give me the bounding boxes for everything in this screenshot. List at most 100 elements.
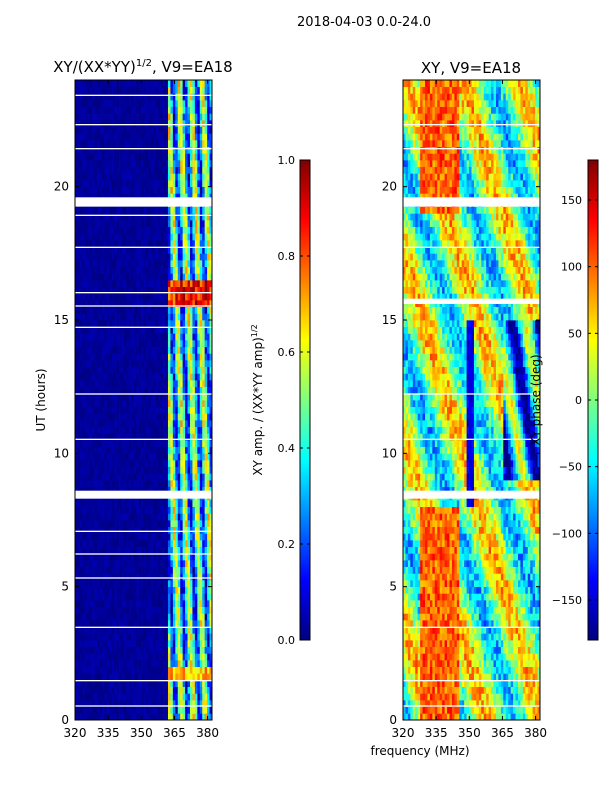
heatmap-cell [141, 373, 144, 381]
heatmap-cell [131, 693, 135, 701]
heatmap-cell [136, 233, 139, 241]
heatmap-cell [192, 180, 196, 188]
heatmap-cell [77, 126, 81, 134]
heatmap-cell [160, 206, 164, 214]
heatmap-cell [199, 533, 203, 541]
heatmap-cell [99, 540, 103, 548]
heatmap-cell [79, 660, 83, 668]
heatmap-cell [165, 160, 169, 168]
heatmap-cell [167, 193, 171, 201]
heatmap-cell [207, 213, 210, 221]
heatmap-cell [101, 340, 105, 348]
heatmap-cell [153, 460, 157, 468]
heatmap-cell [121, 580, 125, 588]
heatmap-cell [175, 286, 179, 294]
heatmap-cell [84, 360, 88, 368]
heatmap-cell [199, 473, 203, 481]
heatmap-cell [119, 633, 122, 641]
heatmap-cell [99, 466, 103, 474]
heatmap-cell [182, 260, 186, 268]
heatmap-cell [167, 233, 171, 241]
heatmap-cell [128, 293, 132, 301]
heatmap-cell [136, 346, 139, 354]
heatmap-cell [207, 126, 210, 134]
heatmap-cell [104, 280, 108, 288]
heatmap-cell [167, 133, 171, 141]
heatmap-cell [77, 406, 81, 414]
heatmap-cell [92, 153, 95, 161]
heatmap-cell [187, 153, 191, 161]
heatmap-cell [185, 540, 188, 548]
heatmap-cell [106, 193, 110, 201]
heatmap-cell [158, 386, 161, 394]
heatmap-cell [116, 166, 120, 174]
heatmap-cell [106, 573, 110, 581]
heatmap-cell [143, 126, 147, 134]
heatmap-cell [175, 213, 179, 221]
heatmap-cell [170, 573, 174, 581]
heatmap-cell [94, 693, 98, 701]
heatmap-cell [182, 420, 186, 428]
heatmap-cell [202, 286, 206, 294]
heatmap-cell [101, 600, 105, 608]
heatmap-cell [126, 313, 130, 321]
heatmap-cell [202, 226, 206, 234]
heatmap-cell [128, 300, 132, 308]
heatmap-cell [136, 666, 139, 674]
heatmap-cell [187, 240, 191, 248]
heatmap-cell [141, 526, 144, 534]
heatmap-cell [82, 220, 86, 228]
heatmap-cell [133, 353, 137, 361]
heatmap-cell [136, 380, 139, 388]
heatmap-cell [150, 460, 154, 468]
heatmap-cell [209, 640, 213, 648]
heatmap-cell [84, 673, 88, 681]
heatmap-cell [109, 666, 113, 674]
heatmap-cell [182, 700, 186, 708]
heatmap-cell [167, 700, 171, 708]
heatmap-cell [150, 506, 154, 514]
heatmap-cell [148, 613, 152, 621]
heatmap-cell [175, 606, 179, 614]
heatmap-cell [141, 140, 144, 148]
heatmap-cell [209, 146, 213, 154]
heatmap-cell [165, 526, 169, 534]
heatmap-cell [155, 380, 159, 388]
heatmap-cell [185, 286, 188, 294]
heatmap-cell [141, 166, 144, 174]
heatmap-cell [209, 393, 213, 401]
heatmap-cell [165, 440, 169, 448]
heatmap-cell [163, 673, 166, 681]
heatmap-cell [150, 160, 154, 168]
heatmap-cell [177, 520, 181, 528]
heatmap-cell [185, 400, 188, 408]
heatmap-cell [133, 593, 137, 601]
heatmap-cell [192, 320, 196, 328]
heatmap-cell [133, 193, 137, 201]
heatmap-cell [163, 280, 166, 288]
heatmap-cell [153, 273, 157, 281]
heatmap-cell [207, 353, 210, 361]
heatmap-cell [150, 373, 154, 381]
heatmap-cell [180, 620, 183, 628]
heatmap-cell [104, 580, 108, 588]
heatmap-cell [165, 193, 169, 201]
heatmap-cell [165, 660, 169, 668]
heatmap-cell [97, 326, 100, 334]
heatmap-cell [75, 340, 78, 348]
heatmap-cell [99, 206, 103, 214]
heatmap-cell [165, 706, 169, 714]
heatmap-cell [131, 126, 135, 134]
heatmap-cell [192, 546, 196, 554]
heatmap-cell [97, 446, 100, 454]
heatmap-cell [145, 440, 149, 448]
heatmap-cell [131, 620, 135, 628]
heatmap-cell [128, 313, 132, 321]
heatmap-cell [199, 166, 203, 174]
heatmap-cell [199, 213, 203, 221]
heatmap-cell [143, 186, 147, 194]
heatmap-cell [199, 566, 203, 574]
heatmap-cell [101, 420, 105, 428]
heatmap-cell [133, 553, 137, 561]
heatmap-cell [111, 620, 115, 628]
